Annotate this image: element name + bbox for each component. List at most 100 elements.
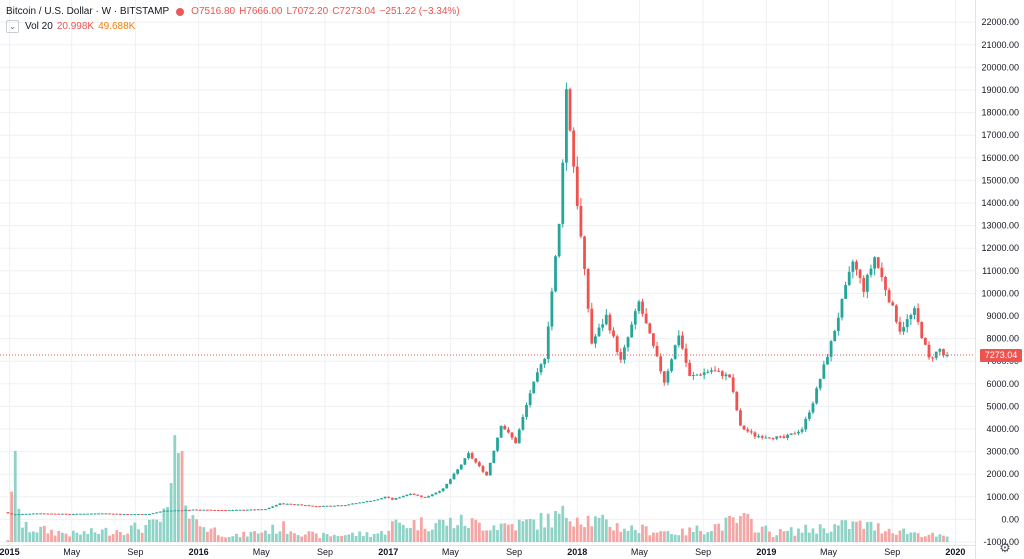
candle-body <box>626 337 630 348</box>
candle-body <box>35 513 39 515</box>
candle-body <box>260 509 264 511</box>
candle-body <box>394 498 398 500</box>
volume-bar <box>720 530 724 542</box>
candle-body <box>369 500 372 502</box>
volume-bar <box>800 532 804 542</box>
candle-body <box>775 436 779 439</box>
candle-body <box>376 499 380 501</box>
volume-bar <box>938 534 942 542</box>
candle-body <box>764 437 768 439</box>
price-tick-label: 22000.00 <box>981 17 1019 27</box>
candle-body <box>662 371 666 383</box>
volume-bar <box>746 513 750 542</box>
candle-body <box>724 374 728 377</box>
market-status-icon <box>176 7 185 16</box>
volume-bar <box>155 519 159 542</box>
price-tick-label: 17000.00 <box>981 130 1019 140</box>
volume-bar <box>731 517 735 542</box>
volume-bar <box>652 532 655 542</box>
volume-bar <box>597 517 601 542</box>
price-tick-label: 3000.00 <box>986 447 1019 457</box>
volume-bar <box>401 524 405 542</box>
volume-bar <box>325 534 329 542</box>
volume-bar <box>242 531 246 542</box>
volume-bar <box>39 526 43 542</box>
candle-body <box>760 436 764 438</box>
candle-body <box>198 509 202 511</box>
candle-body <box>213 509 217 511</box>
volume-bar <box>427 531 431 542</box>
candle-body <box>409 493 412 495</box>
volume-bar <box>162 508 166 542</box>
volume-bar <box>151 519 155 542</box>
ohlc-low: L7072.20 <box>286 6 329 17</box>
candle-body <box>97 513 101 515</box>
candle-body <box>271 506 275 508</box>
price-tick-label: 20000.00 <box>981 62 1019 72</box>
volume-bar <box>514 530 518 542</box>
volume-bar <box>180 451 184 542</box>
volume-bar <box>387 530 391 542</box>
candle-body <box>463 458 467 465</box>
price-axis[interactable]: 22000.00 21000.00 20000.00 19000.00 18000.00… <box>981 17 1019 547</box>
price-tick-label: 11000.00 <box>982 266 1019 276</box>
price-tick-label: 15000.00 <box>981 175 1019 185</box>
volume-bar <box>833 524 837 542</box>
candle-body <box>119 513 122 515</box>
candle-body <box>387 496 391 498</box>
volume-bar <box>764 525 768 542</box>
candle-body <box>702 372 706 376</box>
candle-body <box>786 434 789 438</box>
candle-body <box>412 493 416 495</box>
candle-body <box>720 371 724 377</box>
volume-bar <box>129 525 133 542</box>
time-tick-label: Sep <box>695 547 711 557</box>
candle-body <box>300 504 304 506</box>
volume-bar <box>858 520 862 542</box>
volume-indicator-label[interactable]: Vol 20 <box>25 21 53 32</box>
volume-bar <box>575 517 579 542</box>
volume-bar <box>42 525 46 542</box>
candle-body <box>86 513 90 515</box>
time-tick-label: 2015 <box>0 547 20 557</box>
chevron-down-icon[interactable]: ⌄ <box>6 20 19 33</box>
volume-bar <box>289 531 293 542</box>
gear-icon[interactable]: ⚙ <box>999 540 1011 555</box>
candle-body <box>684 348 688 363</box>
candle-body <box>579 206 583 237</box>
price-tick-label: 4000.00 <box>986 424 1019 434</box>
symbol-row: Bitcoin / U.S. Dollar · W · BITSTAMP O75… <box>6 4 460 19</box>
volume-bar <box>909 532 913 542</box>
volume-bar <box>419 517 423 542</box>
volume-bar <box>662 531 666 542</box>
volume-bar <box>249 531 253 542</box>
candle-body <box>245 509 249 511</box>
candle-body <box>405 494 409 496</box>
candle-body <box>887 290 891 303</box>
candle-body <box>17 514 21 516</box>
symbol-title[interactable]: Bitcoin / U.S. Dollar · W · BITSTAMP <box>6 6 170 17</box>
candle-body <box>307 505 311 507</box>
volume-bar <box>786 530 789 542</box>
volume-bar <box>285 533 289 542</box>
volume-bar <box>887 528 891 542</box>
candle-body <box>717 370 721 372</box>
candle-body <box>293 504 296 506</box>
candle-body <box>499 425 503 438</box>
candle-body <box>782 436 786 438</box>
volume-bar <box>213 527 217 542</box>
volume-bar <box>485 530 489 542</box>
candle-body <box>151 513 155 515</box>
time-axis[interactable]: 2015 May Sep 2016 May Sep 2017 May Sep 2018 May Sep… <box>0 547 965 557</box>
volume-bar <box>318 538 322 542</box>
volume-bar <box>347 534 351 542</box>
volume-bar <box>177 453 180 542</box>
volume-bar <box>412 520 416 542</box>
volume-bar <box>554 511 557 542</box>
volume-bar <box>441 519 445 542</box>
candle-body <box>506 429 510 433</box>
time-tick-label: Sep <box>127 547 143 557</box>
candle-body <box>713 370 717 372</box>
candle-body <box>477 462 481 467</box>
